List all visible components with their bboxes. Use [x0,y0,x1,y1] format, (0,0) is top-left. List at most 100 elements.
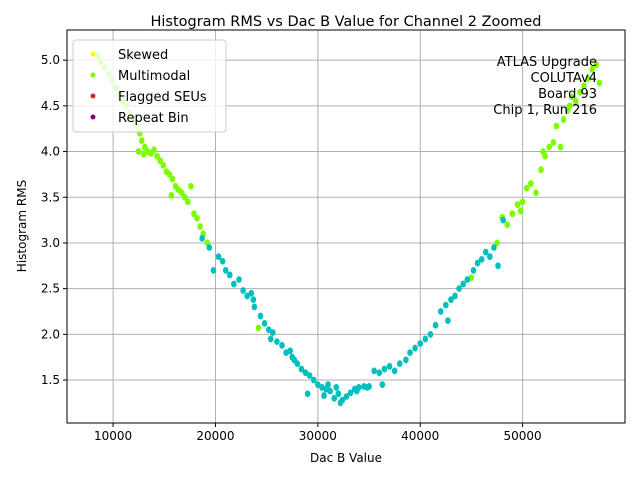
annotation-line-4: Chip 1, Run 216 [493,103,597,118]
data-point-nominal [250,296,257,304]
data-point-nominal [248,289,255,297]
data-point-nominal [427,330,434,338]
data-point-nominal [269,329,276,336]
data-point-multimodal [593,61,600,69]
data-point-multimodal [577,88,583,96]
data-point-nominal [337,399,344,407]
x-axis-label: Dac B Value [310,451,382,465]
data-point-nominal [474,259,481,267]
data-point-multimodal [169,175,176,183]
data-point-nominal [231,280,237,288]
data-point-multimodal [142,143,148,151]
data-point-nominal [460,280,467,288]
data-point-multimodal [168,192,175,199]
data-point-nominal [448,296,454,304]
data-point-nominal [331,394,338,402]
data-point-nominal [482,248,489,256]
data-point-nominal [343,393,350,400]
run-annotation: ATLAS Upgrade COLUTAv4 Board 93 Chip 1, … [493,55,597,118]
data-point-nominal [294,360,301,367]
legend-label: Flagged SEUs [118,90,207,105]
data-point-nominal [199,234,205,242]
data-point-nominal [226,271,233,279]
data-point-nominal [478,256,485,263]
data-point-multimodal [494,239,500,247]
data-point-nominal [422,335,429,343]
data-point-nominal [304,390,311,398]
data-point-nominal [279,341,285,349]
annotation-line-1: ATLAS Upgrade [497,55,597,70]
data-point-multimodal [550,139,557,146]
data-point-multimodal [181,193,188,201]
data-point-nominal [443,301,449,309]
data-point-nominal [464,276,471,283]
data-point-nominal [407,349,413,357]
data-point-nominal [257,312,264,320]
data-point-nominal [289,353,296,361]
chart-title: Histogram RMS vs Dac B Value for Channel… [150,14,541,30]
plot-area-frame [66,29,626,424]
data-point-multimodal [157,157,163,165]
data-point-multimodal [566,102,573,110]
data-point-multimodal [160,161,167,169]
data-point-nominal [347,389,354,397]
data-point-multimodal [557,143,564,151]
data-point-nominal [364,383,370,391]
data-point-nominal [437,308,444,315]
data-point-nominal [240,287,246,294]
data-point-nominal [287,347,294,355]
data-point-nominal [470,266,477,274]
y-tick-label: 4.5 [41,99,60,113]
data-point-nominal [261,319,268,327]
data-point-nominal [353,387,360,395]
data-point-nominal [236,276,242,283]
legend-marker [90,72,96,78]
data-point-multimodal [540,148,546,155]
data-point-nominal [335,390,342,398]
data-point-multimodal [188,182,194,190]
data-point-multimodal [546,143,553,151]
data-point-multimodal [517,207,524,215]
data-point-multimodal [560,116,567,123]
data-point-nominal [222,266,229,274]
x-tick-label: 20000 [196,429,234,443]
axis-ticks: 10000 20000 30000 40000 50000 1.5 2.0 2.5 3.0 3.5… [41,53,542,443]
data-point-nominal [456,285,462,293]
data-point-multimodal [589,65,596,73]
x-tick-label: 40000 [401,429,439,443]
data-point-multimodal [573,97,579,105]
y-tick-label: 1.5 [41,373,60,387]
data-point-multimodal [154,152,160,160]
data-point-nominal [445,317,451,325]
data-point-nominal [251,303,258,311]
data-point-nominal [396,360,403,367]
data-point-multimodal [191,210,197,218]
data-point-multimodal [514,201,521,208]
data-point-multimodal [135,148,142,155]
legend-label: Repeat Bin [118,111,189,126]
data-point-nominal [267,335,274,343]
data-point-multimodal [519,198,526,206]
data-point-nominal [452,292,458,300]
data-point-multimodal [166,171,173,178]
legend-marker [90,51,96,57]
data-point-multimodal [255,324,262,332]
data-point-nominal [412,344,418,352]
data-point-nominal [381,365,388,373]
data-point-multimodal [140,150,147,158]
data-point-multimodal [585,75,591,82]
x-tick-label: 50000 [504,429,542,443]
data-point-nominal [298,365,305,373]
data-point-multimodal [581,82,587,90]
data-point-multimodal [538,166,544,174]
data-point-nominal [403,356,409,364]
data-point-nominal [333,383,340,391]
data-point-multimodal [185,198,191,206]
data-point-nominal [417,340,424,347]
data-point-nominal [391,367,398,375]
y-tick-label: 4.0 [41,145,60,159]
data-point-multimodal [178,189,185,197]
data-point-nominal [310,376,317,384]
data-point-nominal [325,381,331,389]
data-point-multimodal [553,122,560,130]
